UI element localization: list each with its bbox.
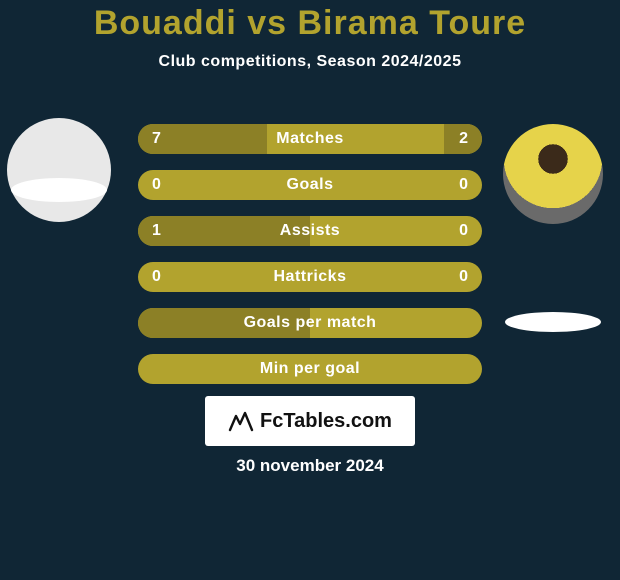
stat-row: Goals per match	[138, 308, 482, 338]
stat-row: 00Hattricks	[138, 262, 482, 292]
stat-label: Min per goal	[138, 354, 482, 384]
stat-label: Goals	[138, 170, 482, 200]
player-left-name-pill	[11, 178, 107, 202]
stat-row: 10Assists	[138, 216, 482, 246]
comparison-card: Bouaddi vs Birama Toure Club competition…	[0, 0, 620, 580]
stats-table: 72Matches 00Goals 10Assists 00Hattricks Goal…	[138, 124, 482, 400]
player-right-name-pill	[505, 312, 601, 332]
player-right-avatar	[503, 124, 603, 224]
stat-label: Hattricks	[138, 262, 482, 292]
fctables-badge[interactable]: FcTables.com	[205, 396, 415, 446]
fctables-badge-text: FcTables.com	[260, 410, 392, 433]
stat-row: Min per goal	[138, 354, 482, 384]
player-left	[4, 0, 114, 400]
footer-date: 30 november 2024	[0, 456, 620, 476]
stat-label: Assists	[138, 216, 482, 246]
fctables-logo-icon	[228, 410, 254, 432]
stat-row: 00Goals	[138, 170, 482, 200]
player-right	[498, 0, 608, 400]
stat-label: Matches	[138, 124, 482, 154]
player-left-avatar	[7, 118, 111, 222]
stat-row: 72Matches	[138, 124, 482, 154]
stat-label: Goals per match	[138, 308, 482, 338]
